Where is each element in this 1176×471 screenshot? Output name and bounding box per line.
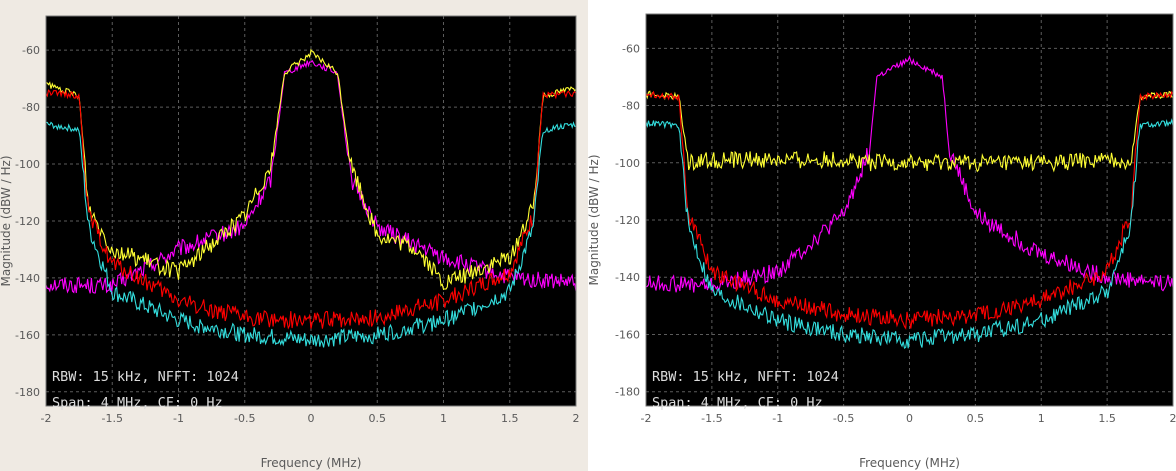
series-line: [45, 59, 577, 295]
x-tick-label: 1.5: [501, 412, 519, 425]
x-tick-label: 0: [308, 412, 315, 425]
measurement-info-text: Span: 4 MHz, CF: 0 Hz: [52, 395, 223, 411]
x-axis-title: Frequency (MHz): [859, 456, 960, 470]
y-tick-label: -120: [15, 215, 40, 228]
x-tick-label: 2: [1170, 412, 1176, 425]
y-tick-label: -80: [22, 101, 40, 114]
x-tick-label: 1: [440, 412, 447, 425]
y-tick-label: -140: [15, 272, 40, 285]
y-tick-label: -160: [15, 329, 40, 342]
x-tick-label: 1.5: [1098, 412, 1116, 425]
spectrum-chart-right: -2 -1.5 -1 -0.5 0 0.5 1 1.5 2 -60 -80 -100 -120 -140 -…: [588, 13, 1176, 470]
series-line: [46, 121, 576, 348]
spectrum-panel-left: -2 -1.5 -1 -0.5 0 0.5 1 1.5 2 -60 -80 -100 -120 -140 -…: [0, 0, 588, 471]
measurement-info-text: RBW: 15 kHz, NFFT: 1024: [652, 369, 839, 385]
x-tick-label: -2: [641, 412, 652, 425]
series-line: [645, 90, 1174, 330]
y-tick-label: -60: [22, 44, 40, 57]
series-line: [45, 48, 577, 291]
trace-group: [45, 48, 577, 348]
y-tick-label: -80: [622, 100, 640, 113]
series-line: [645, 90, 1174, 173]
x-tick-label: -1.5: [701, 412, 722, 425]
plot-border: [45, 15, 577, 407]
plot-border: [645, 13, 1174, 407]
plot-area: [646, 14, 1173, 406]
y-tick-label: -160: [615, 328, 640, 341]
x-tick-label: -1: [173, 412, 184, 425]
x-tick-label: 1: [1038, 412, 1045, 425]
y-axis-title: Magnitude (dBW / Hz): [588, 154, 601, 285]
x-tick-label: 0.5: [369, 412, 387, 425]
y-tick-label: -100: [615, 157, 640, 170]
series-line: [645, 55, 1174, 293]
x-tick-label: -0.5: [234, 412, 255, 425]
x-tick-label: -0.5: [833, 412, 854, 425]
measurement-info-text: Span: 4 MHz, CF: 0 Hz: [652, 395, 823, 411]
x-tick-label: 0.5: [967, 412, 985, 425]
x-tick-label: -1.5: [102, 412, 123, 425]
spectrum-panel-right: -2 -1.5 -1 -0.5 0 0.5 1 1.5 2 -60 -80 -100 -120 -140 -…: [588, 0, 1176, 471]
series-line: [45, 89, 577, 330]
y-tick-label: -120: [615, 214, 640, 227]
spectrum-chart-left: -2 -1.5 -1 -0.5 0 0.5 1 1.5 2 -60 -80 -100 -120 -140 -…: [0, 15, 580, 470]
y-tick-label: -140: [615, 271, 640, 284]
y-tick-label: -180: [615, 386, 640, 399]
x-tick-label: -1: [772, 412, 783, 425]
x-tick-label: 0: [906, 412, 913, 425]
trace-group: [645, 55, 1174, 350]
x-tick-label: 2: [573, 412, 580, 425]
y-tick-label: -60: [622, 42, 640, 55]
x-axis-title: Frequency (MHz): [261, 456, 362, 470]
y-axis-title: Magnitude (dBW / Hz): [0, 155, 13, 286]
y-tick-label: -180: [15, 386, 40, 399]
measurement-info-text: RBW: 15 kHz, NFFT: 1024: [52, 369, 239, 385]
y-tick-label: -100: [15, 158, 40, 171]
series-line: [645, 118, 1174, 350]
x-tick-label: -2: [41, 412, 52, 425]
